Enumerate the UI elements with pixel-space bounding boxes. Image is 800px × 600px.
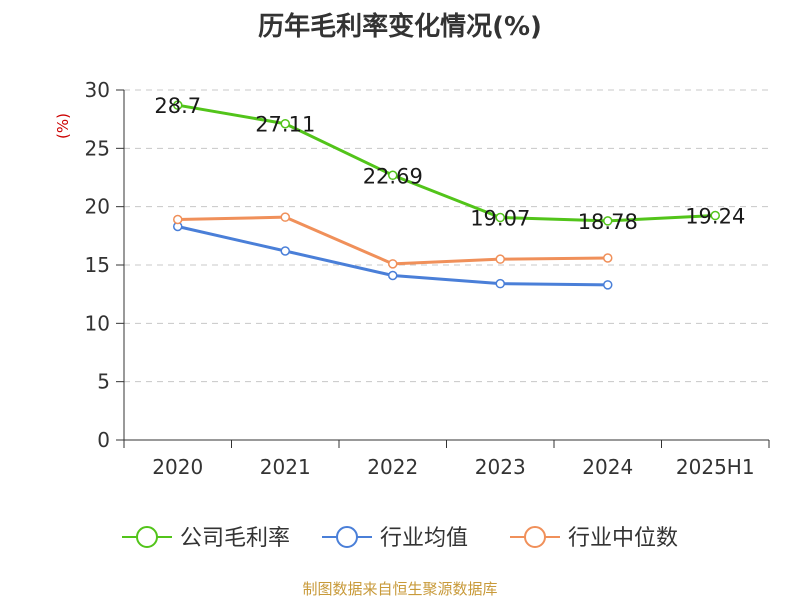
y-tick-label: 20 — [85, 195, 110, 219]
y-tick-label: 15 — [85, 253, 110, 277]
series-line-0 — [177, 103, 716, 223]
data-point — [495, 254, 505, 264]
legend-marker — [524, 526, 546, 548]
data-point — [495, 278, 505, 289]
data-label: 19.24 — [685, 205, 745, 229]
y-tick-label: 10 — [85, 311, 110, 335]
legend-label: 行业中位数 — [568, 526, 678, 551]
y-tick-label: 25 — [85, 136, 110, 160]
data-label: 19.07 — [470, 207, 530, 231]
data-label: 22.69 — [363, 164, 423, 188]
axes: 0 5 10 15 20 25 30 2020 2021 2022 2023 2024 2025H1 — [85, 78, 770, 479]
data-point — [280, 246, 290, 256]
x-tick-label: 2020 — [152, 455, 203, 479]
x-tick-label: 2023 — [475, 455, 526, 479]
legend-marker — [136, 526, 158, 548]
legend-marker — [336, 526, 358, 548]
data-point — [603, 216, 613, 226]
x-tick-label: 2021 — [260, 455, 311, 479]
grid-lines — [124, 89, 769, 383]
data-point — [280, 212, 290, 222]
x-tick-label: 2022 — [367, 455, 418, 479]
data-point — [603, 253, 613, 263]
y-tick-label: 0 — [97, 428, 110, 452]
source-note: 制图数据来自恒生聚源数据库 — [302, 580, 498, 598]
data-label: 18.78 — [578, 210, 638, 234]
legend-label: 公司毛利率 — [180, 526, 290, 551]
chart-title: 历年毛利率变化情况(%) — [258, 12, 542, 42]
data-point — [173, 214, 183, 225]
x-tick-label: 2025H1 — [676, 455, 755, 479]
y-tick-label: 30 — [85, 78, 110, 102]
data-point — [603, 280, 613, 290]
data-labels: 28.7 27.11 22.69 19.07 18.78 19.24 — [154, 94, 745, 234]
y-axis-label: (%) — [54, 113, 72, 139]
x-tick-label: 2024 — [582, 455, 633, 479]
y-tick-label: 5 — [97, 370, 110, 394]
data-point — [388, 270, 398, 281]
data-point — [280, 118, 290, 129]
data-point — [495, 212, 505, 223]
legend-label: 行业均值 — [380, 526, 468, 551]
legend: 公司毛利率 行业均值 行业中位数 — [122, 526, 678, 551]
data-label: 28.7 — [154, 94, 201, 118]
data-point — [388, 170, 398, 181]
data-point — [710, 210, 720, 221]
data-point — [173, 100, 183, 110]
data-point — [388, 259, 398, 269]
data-label: 27.11 — [255, 113, 315, 137]
series — [173, 100, 720, 290]
